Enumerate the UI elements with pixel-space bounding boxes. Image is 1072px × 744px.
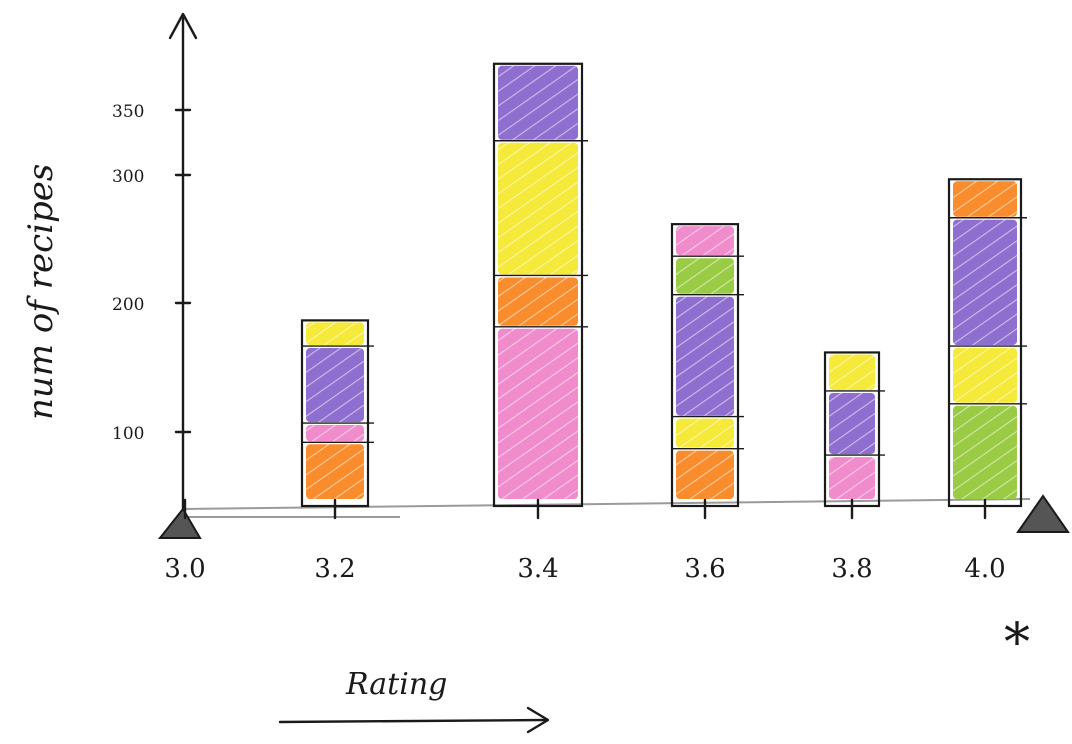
bar-segment-hatching <box>676 418 734 448</box>
bar-3-4 <box>492 62 588 508</box>
bar-4-0 <box>947 178 1027 508</box>
x-axis-label-arrowhead <box>526 706 550 734</box>
y-tick-label: 300 <box>112 167 144 187</box>
bar-segment-hatching <box>306 444 364 499</box>
bar-3-8 <box>823 351 885 508</box>
bar-segment-hatching <box>829 392 875 455</box>
bar-3-6 <box>670 223 744 508</box>
x-tick-label: 3.0 <box>164 554 205 584</box>
bar-segment-hatching <box>306 322 364 346</box>
y-axis-label: num of recipes <box>21 164 61 420</box>
bar-3-2 <box>300 319 374 508</box>
bar-segment-hatching <box>953 405 1017 499</box>
bar-segment-hatching <box>676 450 734 499</box>
x-tick-label: 3.8 <box>831 554 872 584</box>
bar-segment-hatching <box>953 219 1017 346</box>
axis-origin-marker <box>157 507 202 539</box>
bar-segment-hatching <box>953 181 1017 217</box>
x-ticks: 3.0 3.2 3.4 3.6 3.8 4.0 <box>164 498 1006 584</box>
x-tick-label: 4.0 <box>964 554 1005 584</box>
bar-segment-hatching <box>676 226 734 256</box>
x-axis-label: Rating <box>345 667 447 702</box>
x-tick-label: 3.6 <box>684 554 725 584</box>
bar-segment-hatching <box>498 277 578 326</box>
bars <box>300 62 1027 508</box>
bar-segment-hatching <box>829 457 875 499</box>
y-tick-label: 100 <box>112 424 144 444</box>
y-axis-arrowhead <box>168 12 198 40</box>
y-tick-label: 200 <box>112 295 144 315</box>
bar-segment-hatching <box>498 142 578 275</box>
bar-segment-hatching <box>306 348 364 423</box>
bar-segment-hatching <box>498 328 578 499</box>
x-axis <box>182 498 1031 510</box>
x-axis-label-arrow <box>278 718 547 724</box>
bar-segment-hatching <box>676 258 734 294</box>
x-tick-label: 3.2 <box>314 554 355 584</box>
bar-segment-hatching <box>306 425 364 442</box>
y-ticks: 100 200 300 350 <box>112 102 192 444</box>
bar-segment-hatching <box>829 354 875 390</box>
x-tick-label: 3.4 <box>517 554 558 584</box>
y-tick-label: 350 <box>112 102 144 122</box>
bar-segment-hatching <box>676 296 734 416</box>
bar-segment-hatching <box>498 65 578 140</box>
asterisk-annotation: * <box>1004 613 1030 673</box>
bar-segment-hatching <box>953 348 1017 403</box>
axis-end-marker <box>1016 494 1070 533</box>
